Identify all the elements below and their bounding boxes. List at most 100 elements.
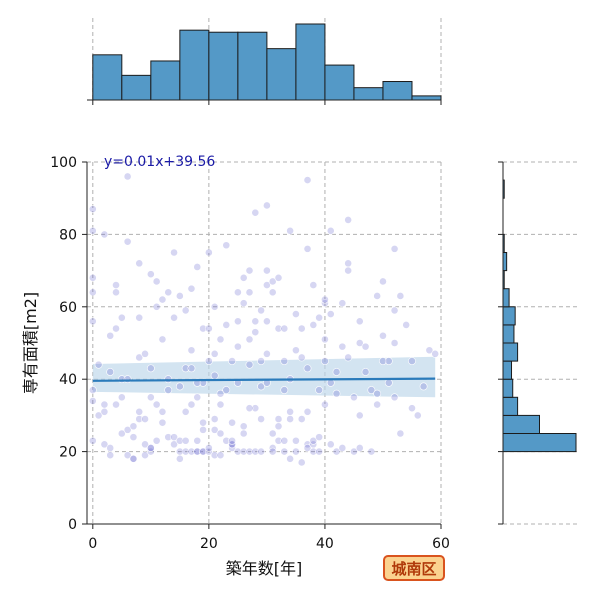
x-tick-label-1: 20 — [200, 536, 218, 552]
data-point-19 — [112, 288, 120, 297]
data-point-209 — [367, 447, 376, 456]
data-point-47 — [152, 400, 161, 409]
data-point-126 — [245, 447, 254, 456]
x-tick-label-3: 60 — [432, 536, 450, 552]
data-point-20 — [112, 281, 120, 289]
data-point-204 — [355, 339, 364, 347]
data-point-7 — [88, 397, 97, 405]
confidence-band — [92, 356, 436, 398]
data-point-132 — [257, 382, 265, 391]
data-point-171 — [303, 364, 312, 373]
top-hist-bar-10 — [382, 81, 413, 101]
data-point-15 — [106, 451, 115, 460]
data-point-134 — [257, 357, 265, 365]
data-point-90 — [204, 324, 213, 333]
data-point-225 — [408, 404, 416, 413]
data-point-73 — [187, 364, 196, 373]
data-point-57 — [164, 433, 173, 442]
data-point-123 — [245, 266, 254, 275]
data-point-3 — [88, 288, 97, 297]
data-point-242 — [123, 375, 132, 384]
x-tick-label-2: 40 — [316, 536, 334, 552]
data-point-60 — [170, 248, 178, 257]
data-point-14 — [106, 368, 115, 376]
data-point-25 — [123, 172, 132, 181]
data-point-152 — [280, 447, 289, 456]
data-point-149 — [274, 415, 283, 423]
data-point-86 — [199, 324, 207, 333]
confidence-band-layer — [92, 356, 436, 398]
data-point-97 — [210, 349, 219, 358]
data-point-197 — [344, 216, 353, 224]
data-point-80 — [193, 263, 202, 271]
data-point-217 — [384, 378, 393, 387]
top-hist-bar-11 — [411, 95, 442, 101]
data-point-79 — [193, 393, 202, 402]
data-point-138 — [263, 349, 271, 358]
data-point-188 — [326, 310, 335, 318]
data-point-140 — [263, 266, 271, 275]
data-point-192 — [332, 368, 341, 376]
right-hist-bar-12 — [502, 288, 510, 308]
right-hist-bar-10 — [502, 324, 515, 344]
data-point-36 — [135, 415, 144, 423]
data-point-148 — [274, 436, 283, 445]
top-hist-bar-2 — [150, 60, 181, 101]
data-point-144 — [268, 277, 277, 286]
data-point-105 — [222, 436, 231, 445]
data-point-154 — [280, 324, 289, 333]
data-point-41 — [141, 451, 149, 460]
data-point-166 — [297, 324, 306, 333]
data-point-92 — [204, 444, 213, 452]
data-point-203 — [355, 411, 364, 420]
data-point-178 — [309, 436, 318, 445]
data-point-220 — [390, 339, 399, 347]
data-point-67 — [181, 447, 190, 456]
data-point-172 — [303, 444, 312, 452]
regression-equation: y=0.01x+39.56 — [104, 154, 215, 170]
data-point-228 — [425, 346, 434, 355]
data-point-4 — [88, 273, 97, 282]
data-point-155 — [280, 436, 289, 445]
data-point-145 — [268, 447, 277, 456]
data-point-110 — [228, 436, 236, 445]
data-point-64 — [175, 292, 184, 300]
data-point-133 — [257, 415, 265, 423]
data-point-240 — [164, 375, 173, 384]
right-hist-bar-5 — [502, 414, 540, 434]
data-point-194 — [338, 299, 347, 308]
data-point-202 — [350, 447, 358, 456]
top-hist-bar-9 — [353, 87, 384, 101]
data-point-175 — [309, 447, 318, 456]
data-point-33 — [135, 313, 144, 322]
data-point-22 — [117, 393, 126, 402]
data-point-116 — [233, 288, 242, 297]
data-point-163 — [292, 436, 300, 445]
data-point-168 — [297, 415, 306, 423]
data-point-71 — [181, 436, 190, 445]
data-point-77 — [193, 436, 202, 445]
data-point-112 — [233, 317, 242, 326]
data-point-167 — [297, 353, 306, 362]
data-point-207 — [361, 368, 370, 376]
data-point-59 — [170, 433, 178, 442]
data-point-103 — [222, 241, 231, 250]
top-hist-bar-6 — [266, 48, 297, 101]
x-axis-title: 築年数[年] — [226, 559, 303, 578]
data-point-170 — [303, 176, 312, 184]
right-hist-bar-7 — [502, 378, 514, 398]
data-point-39 — [141, 415, 149, 423]
right-histogram — [498, 161, 580, 525]
data-point-87 — [199, 425, 207, 434]
data-point-136 — [257, 306, 265, 315]
data-point-11 — [100, 400, 109, 409]
data-point-1 — [88, 386, 97, 394]
data-point-162 — [292, 310, 300, 318]
data-point-156 — [286, 226, 295, 235]
data-point-85 — [199, 418, 207, 427]
data-point-186 — [321, 400, 329, 409]
data-point-146 — [268, 288, 277, 297]
data-point-35 — [135, 407, 144, 416]
data-point-63 — [175, 382, 184, 391]
top-histogram — [87, 18, 442, 105]
